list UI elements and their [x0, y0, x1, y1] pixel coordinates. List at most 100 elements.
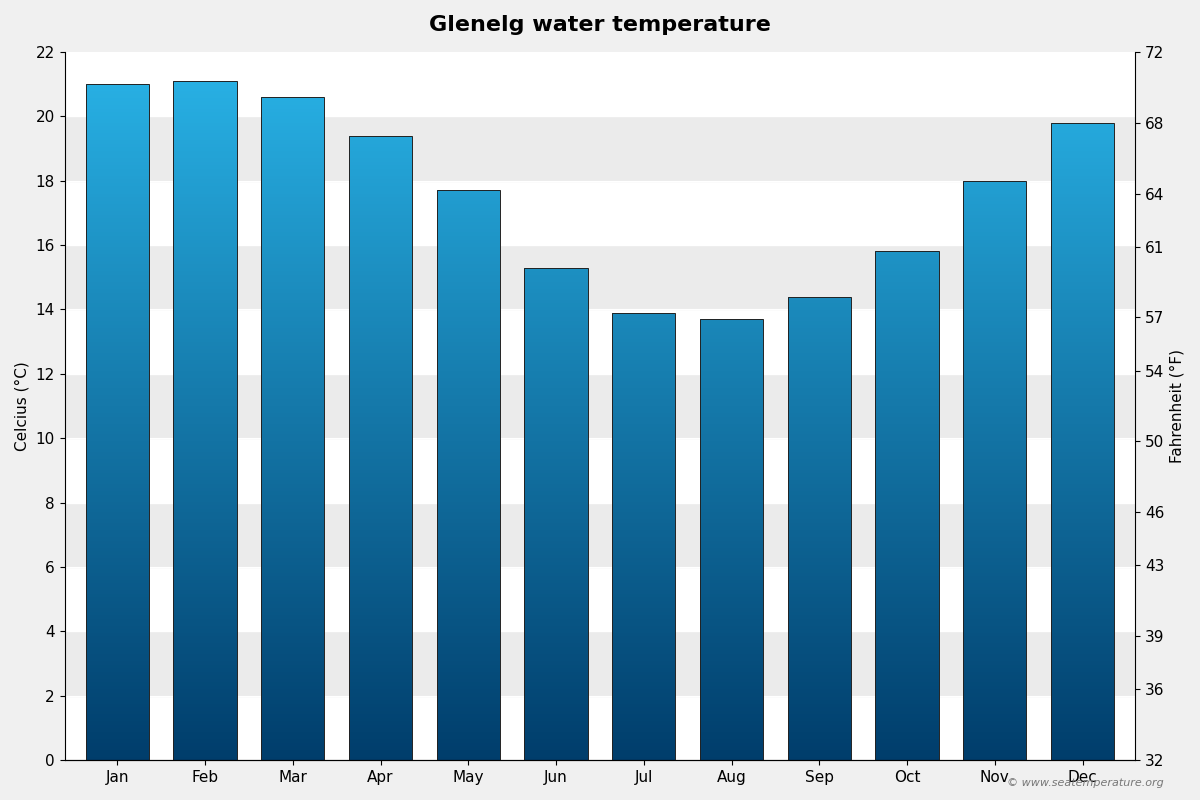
Bar: [612, 569, 676, 573]
Bar: [700, 541, 763, 544]
Bar: [174, 640, 236, 643]
Bar: [964, 353, 1026, 357]
Bar: [876, 658, 938, 661]
Bar: [787, 297, 851, 760]
Bar: [524, 378, 588, 382]
Bar: [876, 445, 938, 449]
Bar: [437, 395, 500, 399]
Bar: [85, 491, 149, 494]
Bar: [1051, 484, 1114, 487]
Bar: [349, 186, 412, 190]
Bar: [85, 112, 149, 115]
Bar: [524, 630, 588, 633]
Bar: [700, 675, 763, 679]
Bar: [700, 494, 763, 498]
Bar: [612, 491, 676, 494]
Bar: [787, 452, 851, 456]
Bar: [349, 303, 412, 307]
Bar: [964, 753, 1026, 757]
Bar: [437, 459, 500, 462]
Bar: [174, 172, 236, 176]
Bar: [85, 682, 149, 686]
Bar: [787, 757, 851, 760]
Bar: [1051, 622, 1114, 626]
Bar: [524, 314, 588, 318]
Bar: [262, 601, 324, 605]
Bar: [612, 523, 676, 526]
Bar: [85, 580, 149, 583]
Bar: [964, 222, 1026, 226]
Bar: [876, 282, 938, 286]
Bar: [876, 363, 938, 367]
Bar: [65, 502, 1135, 567]
Bar: [964, 654, 1026, 658]
Bar: [349, 346, 412, 350]
Bar: [349, 378, 412, 382]
Bar: [174, 498, 236, 502]
Bar: [524, 360, 588, 363]
Bar: [349, 679, 412, 682]
Bar: [437, 611, 500, 615]
Bar: [262, 438, 324, 442]
Bar: [876, 431, 938, 434]
Bar: [174, 605, 236, 608]
Bar: [876, 750, 938, 753]
Bar: [787, 491, 851, 494]
Bar: [700, 661, 763, 665]
Bar: [700, 484, 763, 487]
Bar: [700, 382, 763, 385]
Bar: [262, 615, 324, 618]
Bar: [437, 605, 500, 608]
Bar: [262, 186, 324, 190]
Bar: [437, 328, 500, 332]
Bar: [262, 548, 324, 551]
Bar: [787, 707, 851, 710]
Bar: [85, 413, 149, 417]
Bar: [349, 516, 412, 519]
Bar: [437, 690, 500, 693]
Bar: [437, 413, 500, 417]
Bar: [85, 119, 149, 122]
Bar: [262, 278, 324, 282]
Bar: [964, 530, 1026, 534]
Bar: [612, 342, 676, 346]
Bar: [262, 668, 324, 672]
Bar: [1051, 519, 1114, 523]
Bar: [85, 360, 149, 363]
Title: Glenelg water temperature: Glenelg water temperature: [430, 15, 770, 35]
Bar: [174, 122, 236, 126]
Bar: [524, 466, 588, 470]
Bar: [787, 445, 851, 449]
Bar: [85, 204, 149, 208]
Bar: [700, 459, 763, 462]
Bar: [174, 643, 236, 647]
Bar: [85, 176, 149, 179]
Bar: [85, 236, 149, 239]
Bar: [174, 130, 236, 134]
Bar: [174, 105, 236, 109]
Bar: [85, 573, 149, 576]
Bar: [262, 338, 324, 342]
Bar: [437, 222, 500, 226]
Bar: [1051, 470, 1114, 474]
Bar: [85, 722, 149, 725]
Bar: [437, 293, 500, 296]
Bar: [262, 250, 324, 254]
Bar: [1051, 243, 1114, 246]
Bar: [262, 261, 324, 264]
Bar: [876, 633, 938, 636]
Bar: [524, 541, 588, 544]
Bar: [262, 693, 324, 697]
Bar: [964, 271, 1026, 275]
Bar: [524, 583, 588, 586]
Bar: [174, 611, 236, 615]
Bar: [174, 310, 236, 314]
Bar: [262, 424, 324, 427]
Bar: [349, 395, 412, 399]
Bar: [437, 576, 500, 580]
Bar: [349, 573, 412, 576]
Bar: [964, 296, 1026, 300]
Bar: [787, 541, 851, 544]
Bar: [1051, 250, 1114, 254]
Bar: [174, 94, 236, 98]
